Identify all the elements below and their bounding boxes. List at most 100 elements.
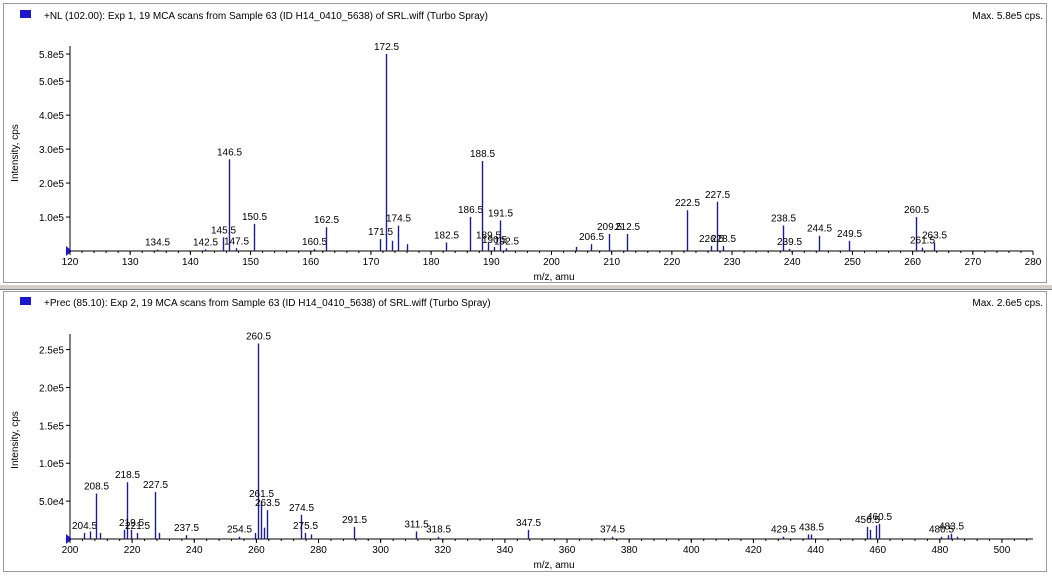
x-tick-label: 300 [372,545,389,556]
x-tick-label: 230 [724,257,741,268]
peak-label: 374.5 [600,525,625,536]
series-marker-icon [20,10,31,18]
max-intensity-label: Max. 2.6e5 cps. [972,298,1043,309]
peak-label: 188.5 [470,149,495,160]
peak-label: 237.5 [174,523,199,534]
x-tick-label: 420 [745,545,762,556]
x-tick-label: 280 [310,545,327,556]
peak-label: 238.5 [771,214,796,225]
peak-label: 218.5 [115,470,140,481]
peak-label: 311.5 [404,519,429,530]
peak-label: 206.5 [579,232,604,243]
peak-label: 260.5 [246,332,271,343]
y-tick-label: 1.0e5 [39,459,64,470]
x-tick-label: 120 [62,257,79,268]
x-tick-label: 240 [784,257,801,268]
spectrum-panel-top[interactable]: +NL (102.00): Exp 1, 19 MCA scans from S… [3,3,1047,283]
y-tick-label: 5.0e5 [39,77,64,88]
peak-label: 162.5 [314,215,339,226]
peak-label: 261.5 [249,489,274,500]
y-tick-label: 5.0e4 [39,497,64,508]
peak-label: 142.5 [193,237,218,248]
spectrum-title: +NL (102.00): Exp 1, 19 MCA scans from S… [44,11,488,22]
y-axis-label: Intensity, cps [10,411,21,469]
x-tick-label: 500 [994,545,1011,556]
peak-label: 263.5 [922,231,947,242]
peak-label: 150.5 [242,212,267,223]
x-axis-label: m/z, amu [533,272,574,283]
peak-label: 204.5 [72,521,97,532]
panel-splitter[interactable] [0,284,1052,290]
y-tick-label: 4.0e5 [39,111,64,122]
axis-origin-icon [66,246,72,256]
peak-label: 275.5 [293,521,318,532]
peak-label: 134.5 [145,238,170,249]
peak-label: 189.5 [476,231,501,242]
peak-label: 260.5 [904,205,929,216]
y-axis-label: Intensity, cps [10,124,21,182]
x-tick-label: 260 [248,545,265,556]
y-tick-label: 2.0e5 [39,179,64,190]
axis-origin-icon [66,534,72,544]
x-tick-label: 130 [122,257,139,268]
peak-label: 249.5 [837,229,862,240]
peak-label: 483.5 [939,522,964,533]
peak-label: 182.5 [434,231,459,242]
y-tick-label: 2.0e5 [39,383,64,394]
peak-label: 190.5 [482,235,507,246]
series-marker-icon [20,297,31,305]
peak-label: 226.5 [699,234,724,245]
x-tick-label: 270 [964,257,981,268]
peak-label: 228.5 [711,234,736,245]
peak-label: 291.5 [342,515,367,526]
x-tick-label: 170 [363,257,380,268]
x-tick-label: 280 [1025,257,1042,268]
x-tick-label: 480 [931,545,948,556]
peak-label: 192.5 [494,236,519,247]
peak-label: 456.5 [855,515,880,526]
x-tick-label: 400 [683,545,700,556]
x-tick-label: 440 [807,545,824,556]
peak-label: 145.5 [211,225,236,236]
x-tick-label: 320 [434,545,451,556]
peak-label: 221.5 [125,521,150,532]
spectrum-panel-bottom[interactable]: +Prec (85.10): Exp 2, 19 MCA scans from … [3,291,1047,572]
peak-label: 160.5 [302,237,327,248]
peak-label: 147.5 [224,236,249,247]
y-tick-label: 5.8e5 [39,50,64,61]
peak-label: 171.5 [368,227,393,238]
peak-label: 460.5 [867,512,892,523]
x-tick-label: 200 [543,257,560,268]
peak-label: 191.5 [488,208,513,219]
x-tick-label: 210 [603,257,620,268]
peak-label: 261.5 [910,236,935,247]
x-tick-label: 260 [904,257,921,268]
peak-label: 227.5 [705,190,730,201]
peak-label: 263.5 [255,498,280,509]
x-tick-label: 250 [844,257,861,268]
peak-label: 174.5 [386,214,411,225]
peak-label: 244.5 [807,224,832,235]
x-axis-label: m/z, amu [533,560,574,571]
peak-label: 172.5 [374,42,399,53]
peak-label: 227.5 [143,480,168,491]
x-tick-label: 180 [423,257,440,268]
peak-label: 212.5 [615,222,640,233]
x-tick-label: 150 [242,257,259,268]
peak-label: 239.5 [777,237,802,248]
peak-label: 186.5 [458,205,483,216]
peak-label: 219.5 [119,518,144,529]
x-tick-label: 360 [559,545,576,556]
peak-label: 146.5 [217,147,242,158]
peak-label: 480.5 [929,525,954,536]
spectrum-chart-top: +NL (102.00): Exp 1, 19 MCA scans from S… [10,10,1043,283]
y-tick-label: 1.0e5 [39,213,64,224]
x-tick-label: 380 [621,545,638,556]
x-tick-label: 200 [62,545,79,556]
peak-label: 347.5 [516,518,541,529]
y-tick-label: 3.0e5 [39,145,64,156]
peak-label: 318.5 [426,525,451,536]
peak-label: 438.5 [799,522,824,533]
spectrum-chart-bottom: +Prec (85.10): Exp 2, 19 MCA scans from … [10,297,1043,571]
peak-label: 274.5 [289,503,314,514]
